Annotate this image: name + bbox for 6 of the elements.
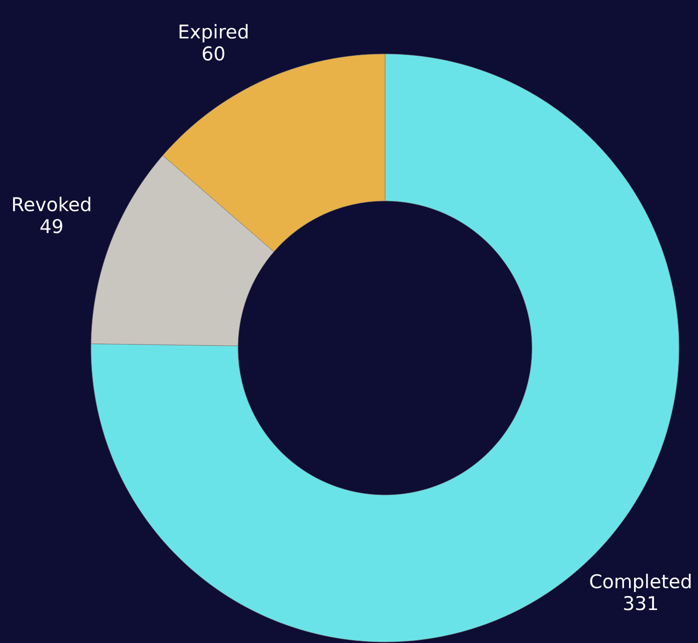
- slice-label: Completed: [590, 574, 691, 592]
- slice-label: Revoked: [13, 196, 90, 212]
- data-label: 331: [624, 596, 658, 610]
- slice-label: Expired: [180, 24, 248, 42]
- data-label: 60: [202, 46, 224, 61]
- data-label: 49: [40, 218, 62, 234]
